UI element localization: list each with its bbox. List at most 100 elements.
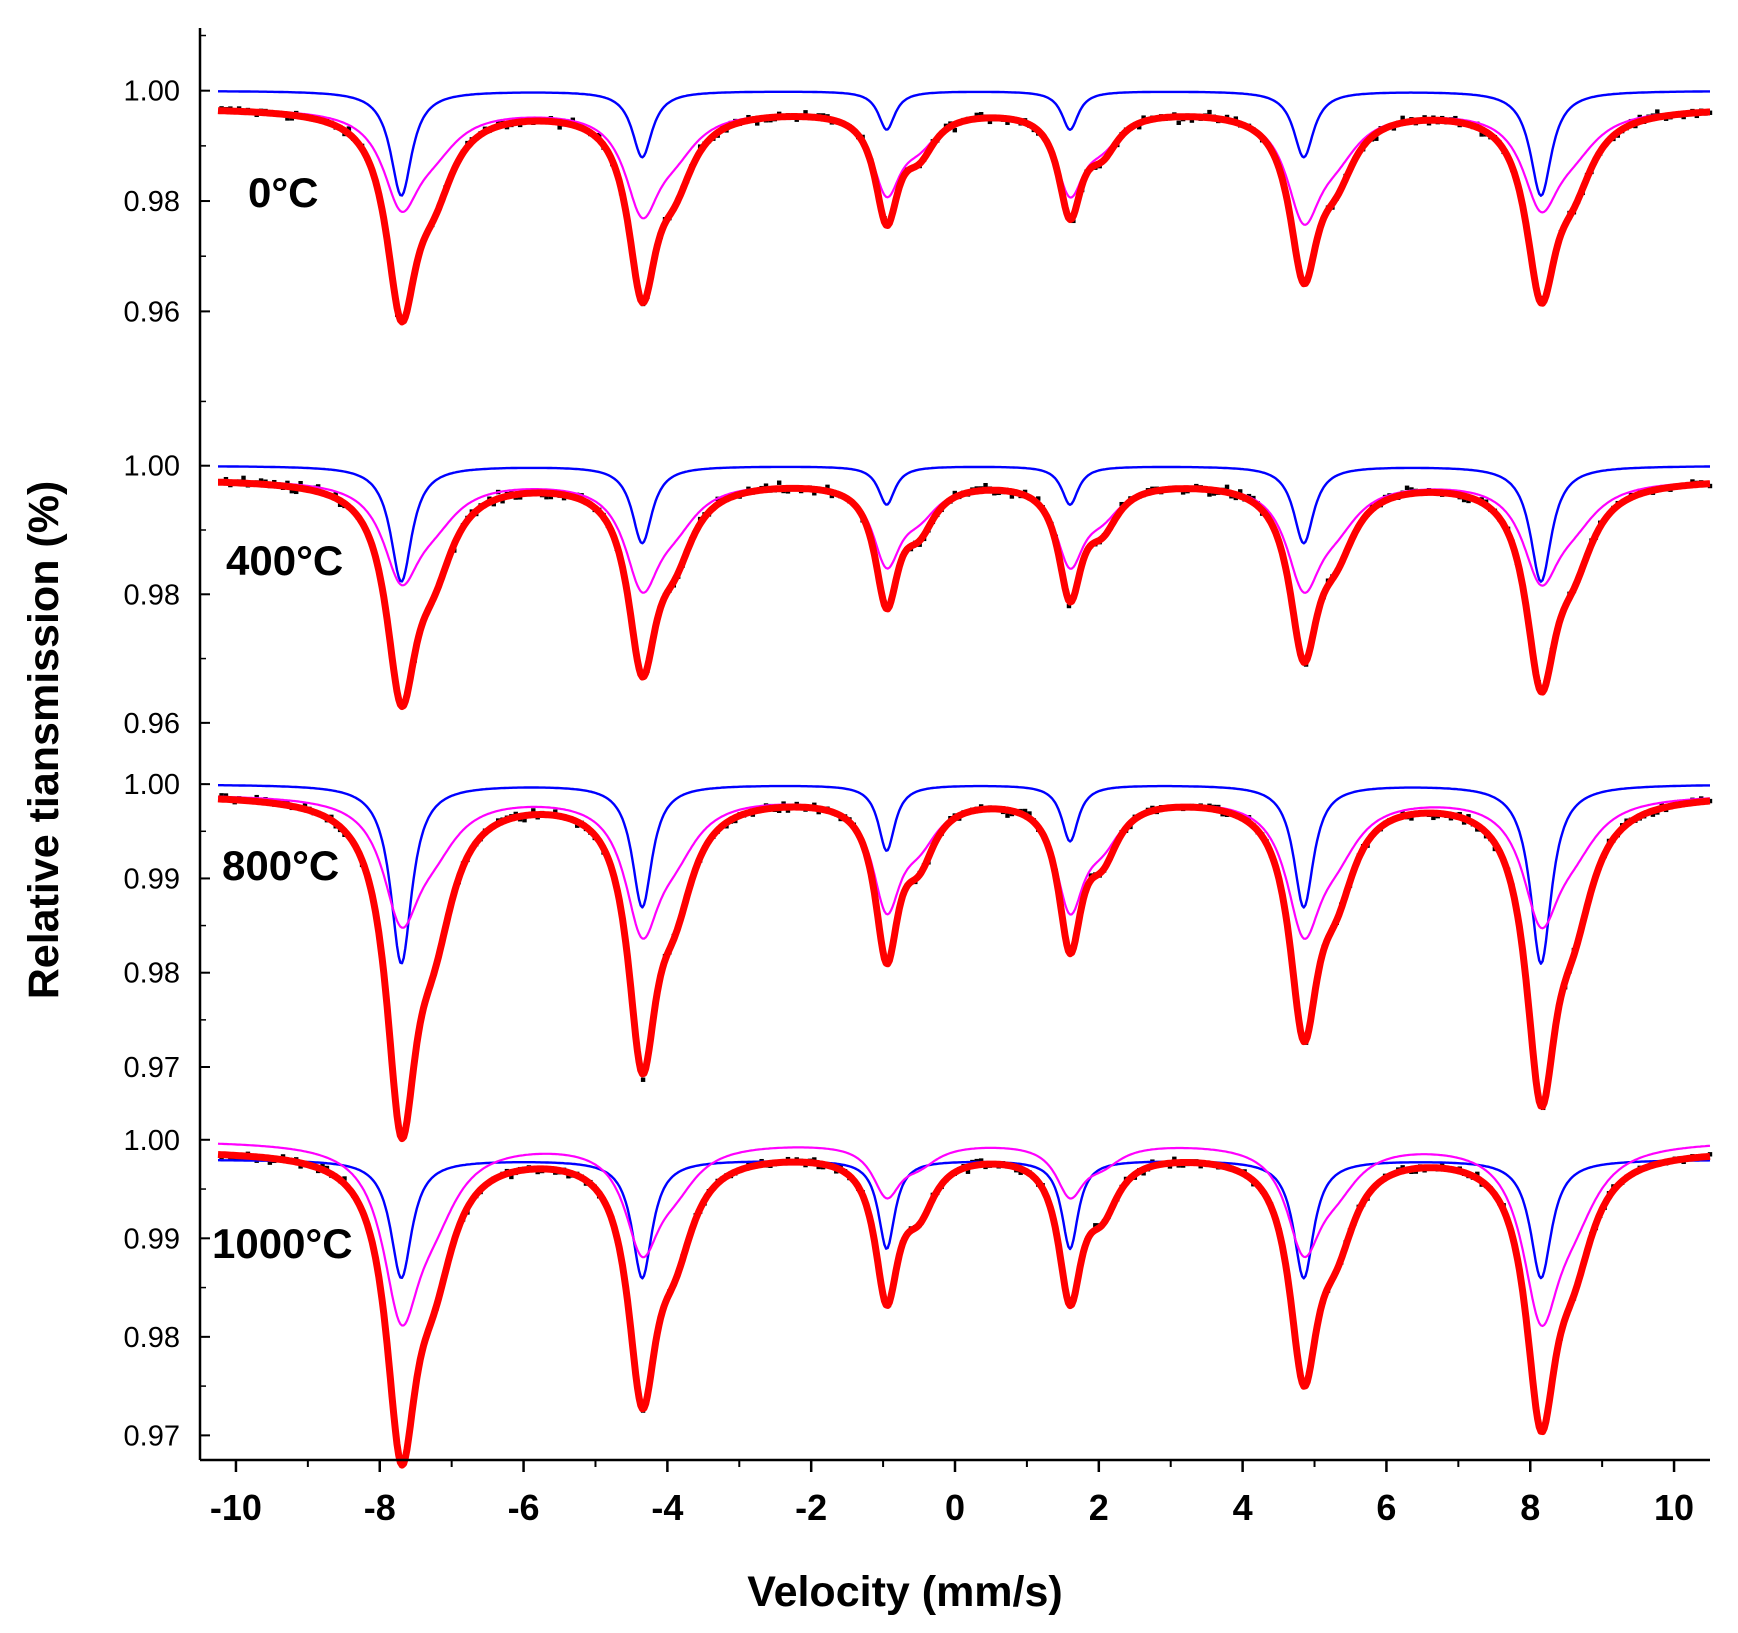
y-tick-label-1-2: 0.96 <box>124 708 180 740</box>
x-tick-label: -6 <box>508 1487 540 1528</box>
data-point <box>1119 501 1124 507</box>
x-tick-label: 0 <box>945 1487 965 1528</box>
data-point <box>1238 489 1243 494</box>
data-point <box>1461 497 1467 503</box>
data-point <box>1374 136 1379 141</box>
data-point <box>812 1157 817 1162</box>
y-tick-label-2-1: 0.99 <box>124 863 180 895</box>
data-point <box>337 502 343 507</box>
data-point <box>1022 808 1028 814</box>
data-point <box>1400 115 1405 121</box>
series-blue-0 <box>218 90 1710 197</box>
data-point <box>1137 125 1142 130</box>
data-point <box>285 116 290 121</box>
panel-0: 1.00 0.98 0.96 0°C <box>124 34 1713 328</box>
series-magenta-2 <box>217 795 1711 940</box>
y-tick-label-0-1: 0.98 <box>124 186 180 218</box>
data-point <box>983 483 988 488</box>
data-point <box>500 499 505 504</box>
data-points-3 <box>219 1151 1713 1468</box>
y-tick-label-1-0: 1.00 <box>124 451 180 483</box>
data-point <box>531 808 536 813</box>
panel-label-3: 1000°C <box>212 1220 353 1267</box>
data-point <box>241 475 246 481</box>
data-point <box>1466 498 1471 504</box>
data-point <box>302 803 308 808</box>
data-point <box>829 493 835 499</box>
y-tick-label-2-2: 0.98 <box>124 958 180 990</box>
data-point <box>566 1174 571 1179</box>
data-point <box>1431 815 1436 821</box>
data-point <box>1409 816 1414 821</box>
data-point <box>1475 1171 1480 1177</box>
data-point <box>803 110 808 115</box>
x-tick-label: -10 <box>210 1487 262 1528</box>
y-tick-label-0-2: 0.96 <box>124 296 180 328</box>
data-point <box>267 1160 273 1165</box>
data-point <box>219 793 224 798</box>
data-point <box>1189 118 1195 123</box>
data-point <box>553 809 558 814</box>
data-point <box>342 1176 347 1181</box>
data-point <box>952 490 958 496</box>
x-tick-label: -4 <box>651 1487 683 1528</box>
x-tick-label: -8 <box>364 1487 396 1528</box>
data-point <box>978 1158 984 1163</box>
data-point <box>640 1077 646 1082</box>
x-tick-label: 10 <box>1654 1487 1694 1528</box>
data-point <box>1707 1152 1713 1157</box>
data-point <box>298 480 303 486</box>
y-tick-label-3-0: 1.00 <box>124 1125 180 1157</box>
series-total-0 <box>216 107 1712 326</box>
data-point <box>1233 116 1239 121</box>
panel-label-1: 400°C <box>226 537 343 584</box>
data-points-0 <box>219 106 1713 322</box>
y-tick-label-3-3: 0.97 <box>124 1420 180 1452</box>
y-tick-label-3-2: 0.98 <box>124 1322 180 1354</box>
series-blue-1 <box>218 465 1710 583</box>
data-point <box>522 817 527 823</box>
data-point <box>1655 109 1660 114</box>
data-point <box>1207 109 1212 115</box>
axes-layer: -10 -8 -6 -4 -2 0 2 4 6 8 10 <box>198 28 1710 1528</box>
series-blue-3 <box>218 1159 1711 1280</box>
series-magenta-3 <box>217 1142 1711 1328</box>
y-tick-label-2-0: 1.00 <box>124 769 180 801</box>
x-tick-label: -2 <box>795 1487 827 1528</box>
data-point <box>978 112 984 117</box>
x-tick-label: 6 <box>1376 1487 1396 1528</box>
data-point <box>289 488 295 494</box>
panel-1: 1.00 0.98 0.96 400°C <box>124 400 1713 740</box>
series-total-3 <box>216 1151 1712 1469</box>
data-point <box>258 478 264 483</box>
data-point <box>965 1169 971 1174</box>
data-point <box>755 121 760 126</box>
data-point <box>1141 1171 1146 1176</box>
panel-label-2: 800°C <box>222 842 339 889</box>
data-points-2 <box>219 793 1713 1140</box>
panel-2: 1.00 0.99 0.98 0.97 800°C <box>124 769 1713 1143</box>
data-point <box>1009 494 1015 499</box>
series-blue-2 <box>218 784 1710 965</box>
y-tick-label-0-0: 1.00 <box>124 76 180 108</box>
y-tick-label-3-1: 0.99 <box>124 1223 180 1255</box>
data-point <box>1461 820 1467 825</box>
data-point <box>1224 484 1230 490</box>
data-point <box>333 492 338 497</box>
x-axis-title: Velocity (mm/s) <box>747 1568 1062 1616</box>
data-point <box>1005 813 1010 818</box>
data-point <box>548 494 554 500</box>
data-point <box>1005 120 1010 125</box>
data-point <box>223 793 229 798</box>
data-point <box>1180 490 1186 495</box>
x-tick-label: 8 <box>1520 1487 1540 1528</box>
data-point <box>1066 603 1072 609</box>
data-point <box>1018 1170 1023 1175</box>
data-point <box>1409 487 1414 492</box>
data-point <box>1172 1156 1177 1162</box>
data-point <box>544 494 549 500</box>
data-point <box>557 125 562 130</box>
data-point <box>1036 496 1041 501</box>
data-point <box>825 484 830 490</box>
